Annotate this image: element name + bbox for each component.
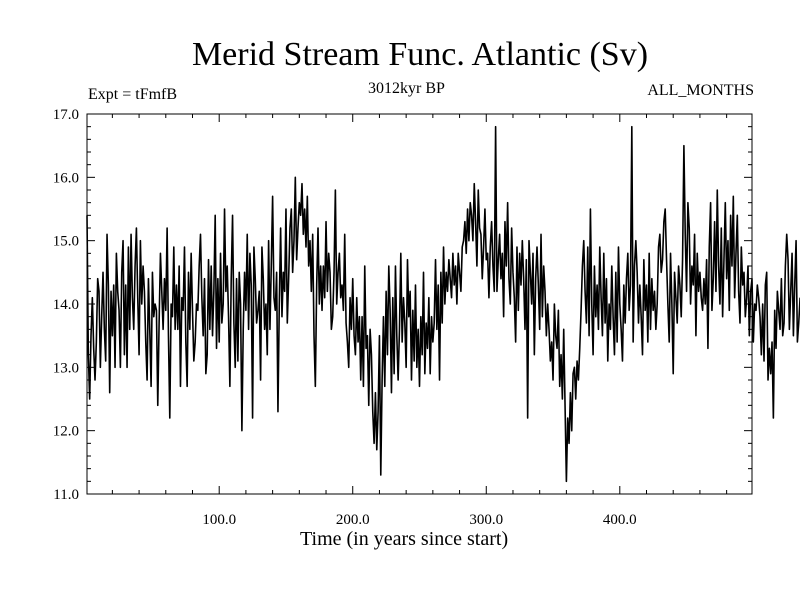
x-tick-label: 100.0: [202, 512, 236, 528]
y-tick-label: 14.0: [53, 297, 79, 313]
series-line: [86, 125, 800, 483]
y-tick-label: 12.0: [53, 424, 79, 440]
chart-title: Merid Stream Func. Atlantic (Sv): [191, 36, 649, 73]
x-axis: 100.0 200.0 300.0 400.0: [111, 114, 728, 528]
months-label: ALL_MONTHS: [647, 82, 754, 99]
y-tick-label: 11.0: [53, 487, 79, 503]
experiment-label: Expt = tFmfB: [88, 86, 178, 103]
x-tick-label: 400.0: [603, 512, 637, 528]
x-tick-label: 200.0: [336, 512, 370, 528]
y-axis: 11.0 12.0 13.0 14.0 15.0 16.0 17.0: [53, 107, 752, 503]
x-tick-label: 300.0: [469, 512, 503, 528]
x-axis-label: Time (in years since start): [300, 528, 509, 550]
y-tick-label: 15.0: [53, 234, 79, 250]
y-tick-label: 16.0: [53, 170, 79, 186]
y-tick-label: 13.0: [53, 360, 79, 376]
y-tick-label: 17.0: [53, 107, 79, 123]
period-label: 3012kyr BP: [368, 80, 445, 97]
